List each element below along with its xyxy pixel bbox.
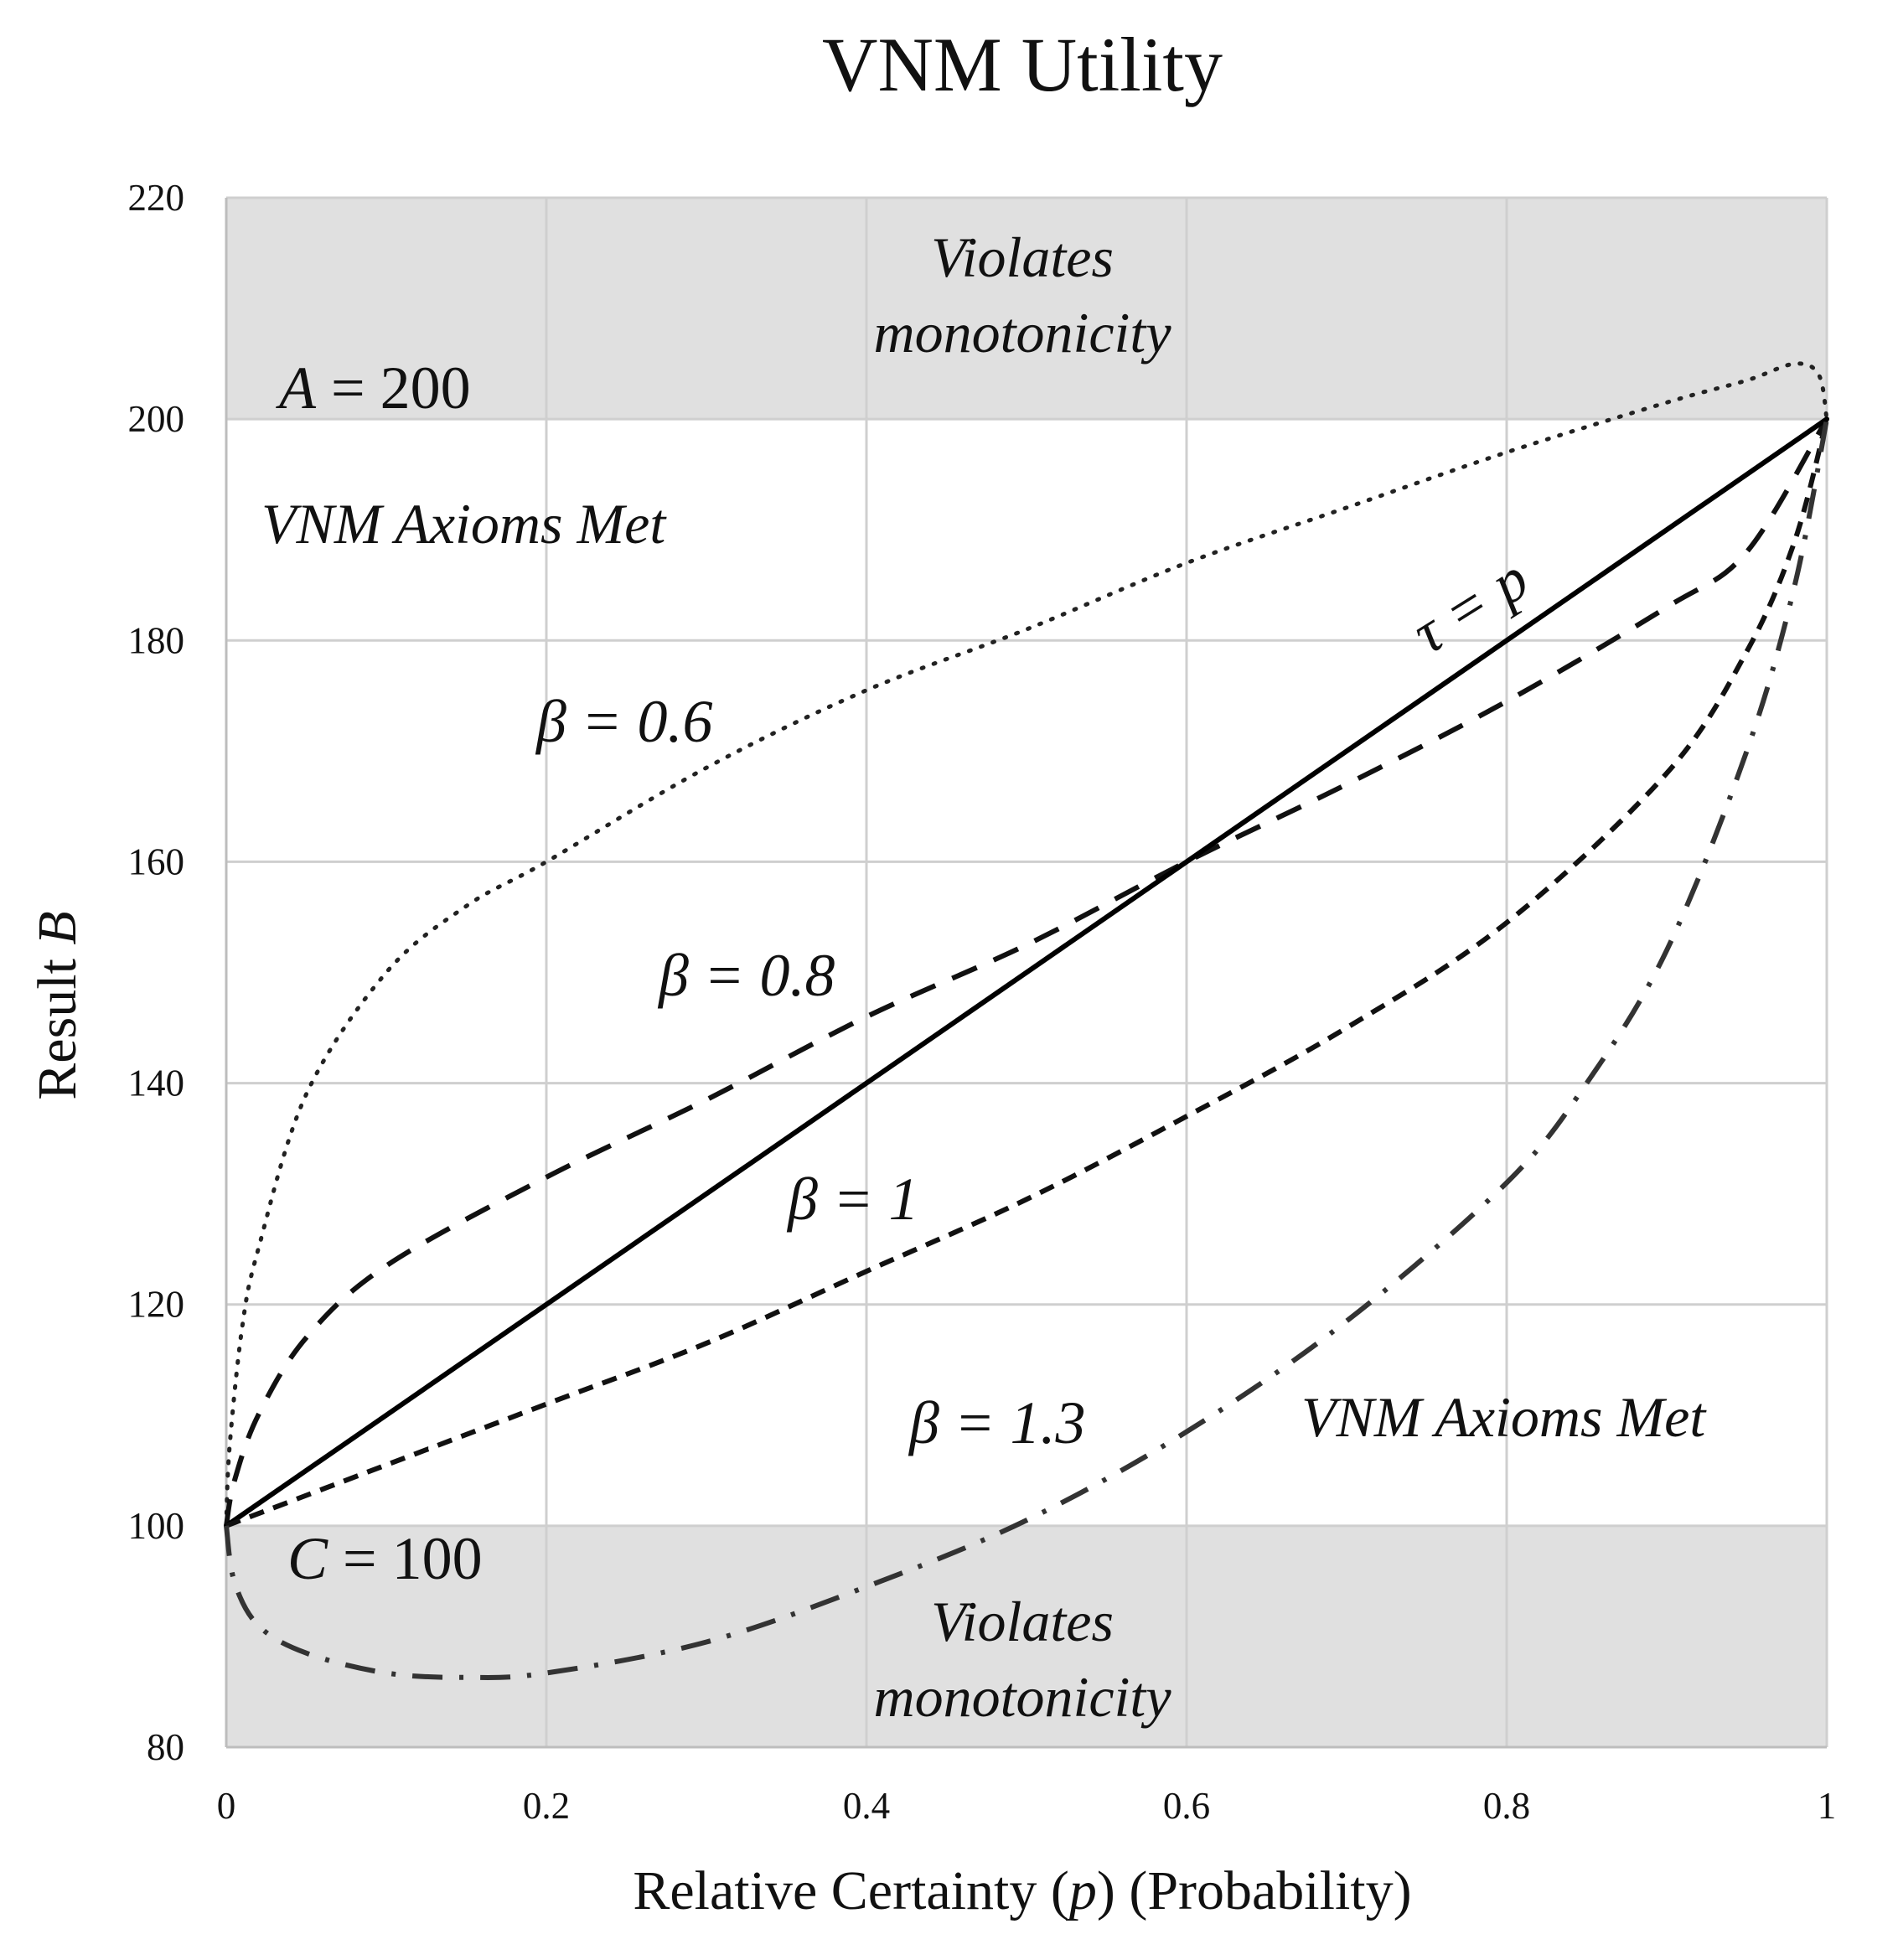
shaded-region-lower-violation xyxy=(226,1525,1827,1747)
x-axis-label-prefix: Relative Certainty ( xyxy=(633,1860,1069,1921)
chart-title: VNM Utility xyxy=(822,22,1223,107)
y-axis-label-prefix: Result xyxy=(27,945,88,1100)
series-line-beta-1.3 xyxy=(224,418,1829,1680)
lower-region-label-line1: Violates xyxy=(931,1590,1114,1653)
x-tick-label: 0.2 xyxy=(523,1785,570,1827)
series-lines xyxy=(224,361,1829,1680)
series-line-beta-0.8 xyxy=(224,417,1829,1527)
shaded-regions xyxy=(226,198,1827,1747)
label-tau-equals-p: τ = p xyxy=(1400,545,1540,666)
y-tick-label: 140 xyxy=(128,1063,185,1104)
label-c-rest: = 100 xyxy=(328,1525,483,1592)
label-beta-06: β = 0.6 xyxy=(535,688,712,755)
label-a-rest: = 200 xyxy=(316,354,471,421)
series-line-beta-0.6 xyxy=(224,361,1829,1528)
y-axis-label-var: B xyxy=(27,911,88,944)
label-c-100: C = 100 xyxy=(287,1525,483,1592)
label-a-200: A = 200 xyxy=(276,354,471,421)
y-tick-label: 160 xyxy=(128,840,185,882)
series-line-beta-1 xyxy=(225,418,1829,1528)
label-c-var: C xyxy=(287,1525,328,1592)
y-tick-label: 200 xyxy=(128,398,185,440)
gridlines xyxy=(225,196,1828,1749)
label-beta-1: β = 1 xyxy=(786,1166,918,1233)
x-tick-label: 0.4 xyxy=(843,1785,890,1827)
x-axis-label-suffix: ) (Probability) xyxy=(1097,1860,1412,1921)
label-a-var: A xyxy=(276,354,317,421)
y-tick-label: 100 xyxy=(128,1505,185,1547)
y-axis-label: Result B xyxy=(27,911,88,1100)
x-tick-label: 0.8 xyxy=(1483,1785,1530,1827)
x-tick-label: 0 xyxy=(217,1785,236,1827)
y-tick-label: 180 xyxy=(128,619,185,661)
x-tick-label: 0.6 xyxy=(1163,1785,1210,1827)
upper-region-label-line1: Violates xyxy=(931,225,1114,289)
y-tick-label: 220 xyxy=(128,177,185,219)
y-tick-label: 120 xyxy=(128,1284,185,1326)
axioms-met-label-upper: VNM Axioms Met xyxy=(261,492,667,556)
upper-region-label-line2: monotonicity xyxy=(873,301,1171,365)
x-axis-label-var: p xyxy=(1066,1860,1097,1921)
x-axis-label: Relative Certainty (p) (Probability) xyxy=(633,1860,1411,1921)
label-beta-13: β = 1.3 xyxy=(908,1389,1085,1456)
x-tick-label: 1 xyxy=(1818,1785,1837,1827)
y-tick-label: 80 xyxy=(147,1726,184,1768)
axioms-met-label-lower: VNM Axioms Met xyxy=(1301,1385,1707,1449)
lower-region-label-line2: monotonicity xyxy=(873,1665,1171,1729)
series-line-tau-equals-p xyxy=(224,416,1829,1528)
label-beta-08: β = 0.8 xyxy=(657,942,835,1009)
shaded-region-upper-violation xyxy=(226,198,1827,420)
